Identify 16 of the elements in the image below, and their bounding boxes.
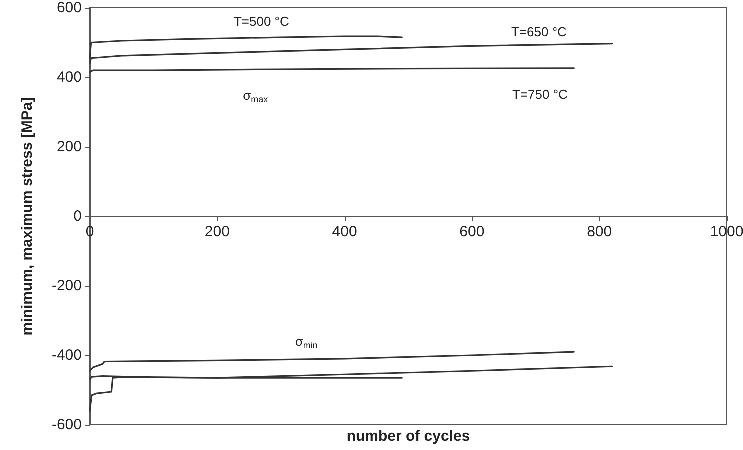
series-label: T=650 °C: [512, 24, 567, 40]
y-tick-label: 0: [74, 208, 82, 225]
y-axis-title: minimum, maximum stress [MPa]: [19, 97, 36, 336]
series-label: T=750 °C: [512, 86, 568, 102]
x-axis-title: number of cycles: [346, 428, 470, 445]
y-tick-label: 600: [56, 0, 82, 16]
y-tick-label: -200: [52, 278, 82, 294]
x-tick-label: 800: [587, 224, 612, 240]
y-tick-label: -400: [52, 347, 82, 364]
y-tick-label: -600: [52, 416, 82, 434]
series-label: T=500 °C: [234, 14, 290, 30]
y-tick-label: 200: [56, 138, 82, 156]
x-tick-label: 200: [204, 224, 230, 240]
x-tick-label: 400: [332, 224, 358, 240]
y-tick-label: 400: [56, 69, 82, 86]
x-tick-label: 600: [460, 224, 485, 240]
